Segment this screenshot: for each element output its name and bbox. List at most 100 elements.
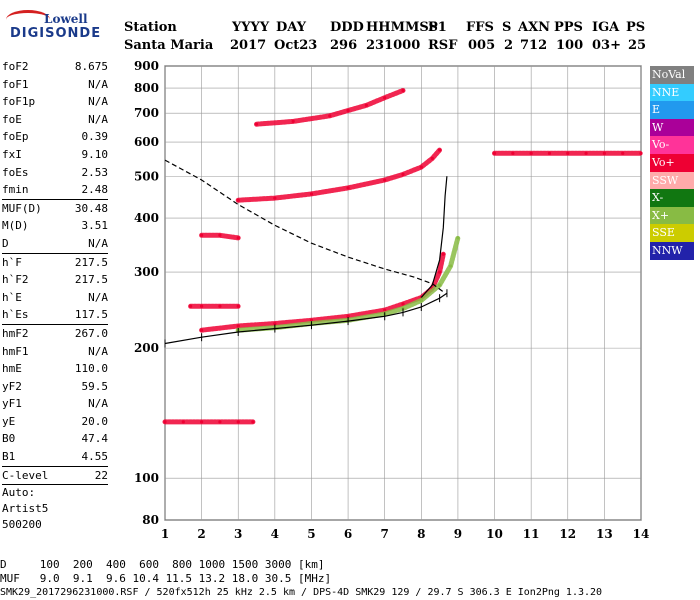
echo-point [346,186,350,190]
echo-point [328,114,332,118]
logo-line2: DIGISONDE [10,26,102,41]
param-key: hmE [2,362,22,376]
echo-point [438,270,442,274]
echo-trace [254,88,406,127]
echo-point [584,151,588,155]
param-value: 47.4 [81,432,109,446]
echo-point [200,233,204,237]
hdr-value-s: 2 [504,38,514,53]
param-key: fmin [2,183,29,197]
echo-point [181,420,185,424]
param-row: h`E N/A [0,289,112,307]
param-group-heights: h`F 217.5 h`F2 217.5 h`E N/A h`Es 117.5 [0,254,112,324]
y-tick-label: 900 [134,59,159,73]
x-tick-label: 5 [307,527,315,541]
param-value: 267.0 [74,326,108,340]
autoscaling-artist: Artist5 [2,502,49,515]
param-row: foEs 2.53 [0,164,112,182]
y-tick-label: 400 [134,211,159,225]
x-tick-label: 1 [161,527,169,541]
echo-point [236,304,240,308]
param-row: D N/A [0,235,112,253]
echo-point [273,321,277,326]
param-row: foE N/A [0,111,112,129]
chart-grid [164,65,642,521]
param-key: h`Es [2,308,29,322]
divider [2,484,108,486]
hdr-label-iga: IGA [592,20,620,35]
hdr-value-year: 2017 [230,38,267,53]
echo-point [200,304,204,308]
echo-point [236,198,240,202]
param-row: B0 47.4 [0,430,112,448]
echo-point [401,302,405,306]
param-key: yE [2,414,16,428]
legend-item: E [650,101,694,119]
param-group-confidence: C-level 22 [0,467,112,485]
hdr-value-axn: 712 [520,38,548,53]
echo-point [200,420,204,424]
echo-point [383,178,387,182]
echo-point [254,122,259,126]
echo-point [163,420,167,424]
echo-point [438,283,442,287]
param-value: 117.5 [74,308,108,322]
param-group-profile: hmF2 267.0 hmF1 N/A hmE 110.0 yF2 59.5 yF1 N/A yE 2… [0,325,112,466]
echo-point [401,88,405,93]
echo-point [273,196,277,200]
param-group-muf: MUF(D) 30.48 M(D) 3.51 D N/A [0,200,112,253]
param-row: foF1 N/A [0,76,112,94]
param-key: hmF1 [2,344,29,358]
divider [2,252,108,254]
param-key: M(D) [2,219,29,233]
param-value: 217.5 [74,273,108,287]
legend-item: SSE [650,224,694,242]
y-tick-labels: 80 100 200 300 400 500 600 700 800 900 [134,59,159,527]
echo-trace [235,235,461,333]
legend-item: W [650,118,694,137]
param-group-frequencies: foF2 8.675 foF1 N/A foF1p N/A foE N/A foEp 0.39 fx… [0,58,112,199]
x-tick-labels: 1 2 3 4 5 6 7 8 9 10 11 12 13 14 [161,527,650,541]
y-tick-label: 300 [134,265,159,279]
echo-point [200,328,204,332]
x-tick-label: 2 [197,527,205,541]
hdr-label-day: DAY [276,20,306,35]
echo-traces [162,88,644,425]
echo-point [602,151,606,155]
f2-cusp-trace [420,176,448,298]
echo-point [251,420,255,424]
y-tick-label: 80 [142,513,159,527]
x-tick-label: 9 [454,527,462,541]
muf-row: MUF 9.0 9.1 9.6 10.4 11.5 13.2 18.0 30.5… [0,572,332,585]
electron-density-profile [164,159,444,293]
echo-trace [235,147,443,203]
echo-point [430,156,434,160]
param-key: yF2 [2,379,22,393]
param-row: h`F2 217.5 [0,271,112,289]
echo-point [511,151,515,155]
header-block: Station YYYY DAY DDD HHMMSS P1 FFS S AXN… [0,20,700,60]
hdr-label-p1: P1 [428,20,447,35]
lowell-digisonde-logo: Lowell DIGISONDE [6,8,118,42]
param-value: 4.55 [81,450,109,464]
y-tick-label: 800 [134,81,159,95]
param-value: 110.0 [74,362,108,376]
param-row: C-level 22 [0,467,112,485]
hdr-label-s: S [502,20,512,35]
echo-point [364,103,368,107]
param-key: foF2 [2,60,29,73]
param-key: B1 [2,450,16,464]
echo-point [383,96,387,100]
param-key: B0 [2,432,16,446]
param-value: N/A [88,95,108,109]
echo-point [236,420,240,424]
x-tick-label: 4 [271,527,279,541]
hdr-label-axn: AXN [518,20,551,35]
divider [2,198,108,200]
param-key: MUF(D) [2,201,42,215]
x-tick-label: 10 [486,527,503,541]
x-tick-label: 7 [381,527,389,541]
hdr-value-station: Santa Maria [124,38,214,53]
plot-frame [164,65,642,521]
